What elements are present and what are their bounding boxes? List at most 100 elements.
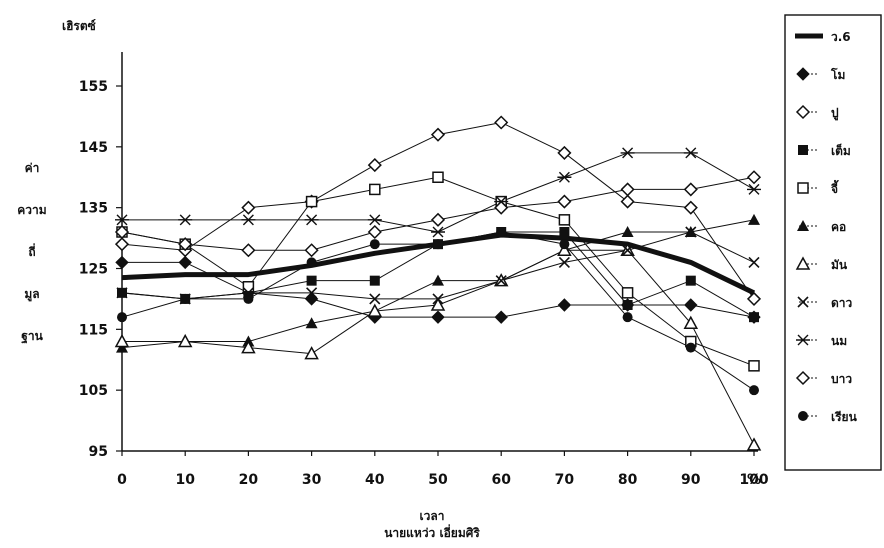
- legend-entry-label: เต็ม: [831, 143, 851, 158]
- data-point: [114, 237, 130, 252]
- legend-marker: [797, 182, 809, 194]
- x-tick-label: 70: [555, 472, 575, 488]
- data-point: [620, 147, 635, 159]
- legend-marker: [795, 256, 811, 270]
- data-point: [432, 293, 444, 305]
- data-point: [685, 275, 696, 286]
- data-point: [683, 147, 698, 159]
- data-point: [306, 257, 317, 268]
- legend-entry-label: ดาว: [831, 296, 853, 310]
- data-point: [367, 158, 382, 173]
- data-point: [748, 256, 760, 268]
- legend-entry-label: มัน: [831, 258, 848, 272]
- data-point: [622, 300, 633, 310]
- data-point: [557, 298, 572, 312]
- legend-entry-label: โม: [830, 67, 845, 82]
- data-point: [494, 310, 508, 324]
- data-point: [620, 182, 635, 197]
- y-axis-unit-label: เฮิรตซ์: [62, 19, 96, 33]
- x-tick-label: 40: [365, 472, 385, 488]
- data-point: [495, 275, 507, 287]
- data-point: [557, 171, 572, 183]
- data-point: [178, 255, 192, 270]
- x-tick-label: 20: [239, 472, 259, 488]
- y-axis-ticks: 95 105 115 125 135 145 155: [79, 79, 122, 460]
- data-point: [431, 310, 445, 324]
- data-point: [494, 115, 509, 130]
- data-point: [557, 242, 572, 256]
- data-point: [178, 237, 193, 252]
- legend-marker: [797, 220, 809, 231]
- data-point: [748, 360, 760, 372]
- data-point: [749, 385, 759, 396]
- data-point: [620, 194, 635, 209]
- data-point: [621, 226, 634, 237]
- legend-marker: [798, 411, 808, 421]
- data-point: [622, 244, 634, 256]
- x-axis-label: เวลา: [420, 509, 445, 523]
- data-point: [748, 213, 760, 225]
- data-point: [433, 239, 443, 250]
- data-point: [241, 340, 256, 354]
- data-point: [305, 195, 318, 208]
- data-point: [683, 182, 698, 197]
- data-point: [622, 312, 633, 323]
- x-tick-label: 90: [681, 472, 701, 488]
- legend-entry-label: ว.6: [831, 30, 851, 44]
- data-point: [114, 333, 130, 348]
- legend-marker: [796, 334, 810, 346]
- legend-marker: [795, 104, 811, 120]
- data-point: [367, 214, 382, 226]
- x-tick-label: 60: [491, 472, 511, 488]
- x-tick-label: 80: [618, 472, 638, 488]
- data-point: [369, 293, 381, 305]
- data-point: [431, 226, 445, 238]
- data-point: [369, 183, 381, 196]
- y-axis-side-label-line: ฐาน: [21, 329, 43, 344]
- data-point: [241, 214, 256, 226]
- legend-marker: [798, 145, 808, 155]
- data-point: [115, 255, 129, 270]
- data-point: [177, 333, 193, 348]
- legend-entry-label: บาว: [831, 372, 852, 386]
- data-point: [367, 224, 382, 240]
- data-point: [558, 214, 571, 226]
- data-point: [558, 256, 570, 268]
- legend-entry-label: นม: [831, 334, 847, 348]
- data-point: [685, 342, 696, 353]
- data-point: [180, 293, 191, 304]
- legend-marker: [797, 296, 809, 308]
- data-point: [243, 293, 254, 304]
- x-tick-label: 30: [302, 472, 322, 488]
- data-point: [178, 214, 193, 226]
- data-point: [683, 200, 698, 215]
- data-point: [114, 224, 130, 240]
- data-point: [430, 297, 446, 311]
- data-point: [683, 315, 699, 329]
- y-axis-side-label-line: ความ: [17, 203, 46, 217]
- data-point: [115, 214, 129, 226]
- y-tick-label: 135: [79, 201, 108, 217]
- data-point: [557, 194, 572, 209]
- axes: [121, 52, 758, 452]
- data-point: [241, 243, 256, 258]
- legend-marker: [796, 67, 810, 81]
- x-tick-label: 50: [428, 472, 448, 488]
- y-tick-label: 115: [79, 322, 108, 338]
- series-markers: [114, 115, 762, 451]
- data-point: [432, 171, 444, 183]
- y-tick-label: 155: [79, 79, 108, 95]
- data-point: [559, 227, 570, 237]
- x-axis-unit: %: [747, 472, 761, 488]
- data-point: [304, 214, 319, 226]
- data-point: [306, 275, 317, 286]
- data-point: [367, 303, 383, 317]
- data-point: [746, 170, 762, 185]
- data-point: [369, 239, 380, 250]
- y-axis-side-label-line: มูล: [24, 287, 39, 302]
- data-point: [241, 200, 256, 215]
- credit-label: นายแหว่ว เอี่ยมศิริ: [384, 524, 480, 540]
